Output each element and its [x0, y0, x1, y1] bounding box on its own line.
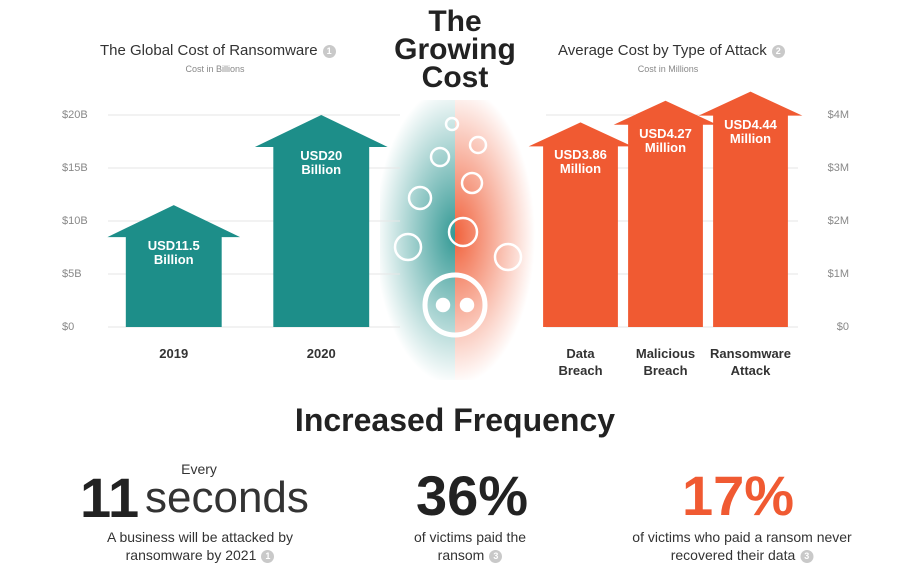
value-label: USD4.44 Million — [724, 116, 777, 146]
stat-caption-wrap: A business will be attacked by ransomwar… — [95, 528, 305, 564]
stat-unit: seconds — [145, 473, 309, 522]
stat-figure: 17% — [681, 464, 795, 527]
y-tick-label: $10B — [62, 215, 88, 227]
arrow-bar — [254, 115, 388, 327]
y-tick-label: $5B — [62, 268, 82, 280]
y-tick-label: $4M — [828, 109, 849, 121]
chart-subtitle: Cost in Millions — [637, 64, 699, 74]
x-tick-label: 2019 — [159, 346, 189, 361]
x-tick-label: Ransomware Attack — [710, 346, 791, 378]
y-tick-label: $3M — [828, 162, 849, 174]
x-tick-label: Malicious Breach — [635, 346, 696, 378]
chart-title: The Global Cost of Ransomware — [100, 42, 318, 59]
main-title: The Growing Cost — [394, 5, 516, 94]
value-label: USD3.86 Million — [554, 147, 607, 177]
stat-caption: of victims who paid a ransom never recov… — [632, 529, 852, 563]
footnote-marker: 1 — [322, 44, 336, 58]
y-tick-label: $0 — [62, 321, 74, 333]
footnote-marker: 1 — [261, 549, 275, 563]
chart-subtitle: Cost in Billions — [185, 64, 245, 74]
stat-figure: 36% — [415, 464, 529, 527]
value-label: USD20 Billion — [300, 148, 343, 177]
arrow-bar — [613, 100, 718, 327]
stat-caption-wrap: of victims who paid a ransom never recov… — [625, 528, 860, 564]
y-tick-label: $2M — [828, 215, 849, 227]
stat-caption: A business will be attacked by ransomwar… — [107, 529, 293, 563]
footnote-marker: 3 — [489, 549, 503, 563]
x-tick-label: 2020 — [306, 346, 336, 361]
chart-title-wrap: The Global Cost of Ransomware 1 — [100, 42, 336, 59]
y-tick-label: $1M — [828, 268, 849, 280]
value-label: USD4.27 Million — [639, 125, 692, 155]
section-title: Increased Frequency — [294, 402, 616, 438]
arrow-bar — [528, 122, 633, 327]
x-tick-label: Data Breach — [558, 346, 603, 378]
skull-icons — [393, 116, 523, 338]
value-label: USD11.5 Billion — [147, 238, 200, 268]
arrow-bar — [698, 91, 803, 328]
y-tick-label: $0 — [837, 321, 849, 333]
y-tick-label: $20B — [62, 109, 88, 121]
stat-caption-wrap: of victims paid the ransom 3 — [400, 528, 540, 564]
footnote-marker: 2 — [771, 44, 785, 58]
stat-caption: of victims paid the ransom — [413, 529, 527, 563]
y-tick-label: $15B — [62, 162, 88, 174]
arrow-bar — [107, 205, 241, 327]
chart-title: Average Cost by Type of Attack — [558, 42, 767, 59]
stat-prefix: Every — [181, 461, 217, 477]
footnote-marker: 3 — [800, 549, 814, 563]
chart-title-wrap: Average Cost by Type of Attack 2 — [558, 42, 785, 59]
stat-figure: 11 — [80, 466, 140, 529]
